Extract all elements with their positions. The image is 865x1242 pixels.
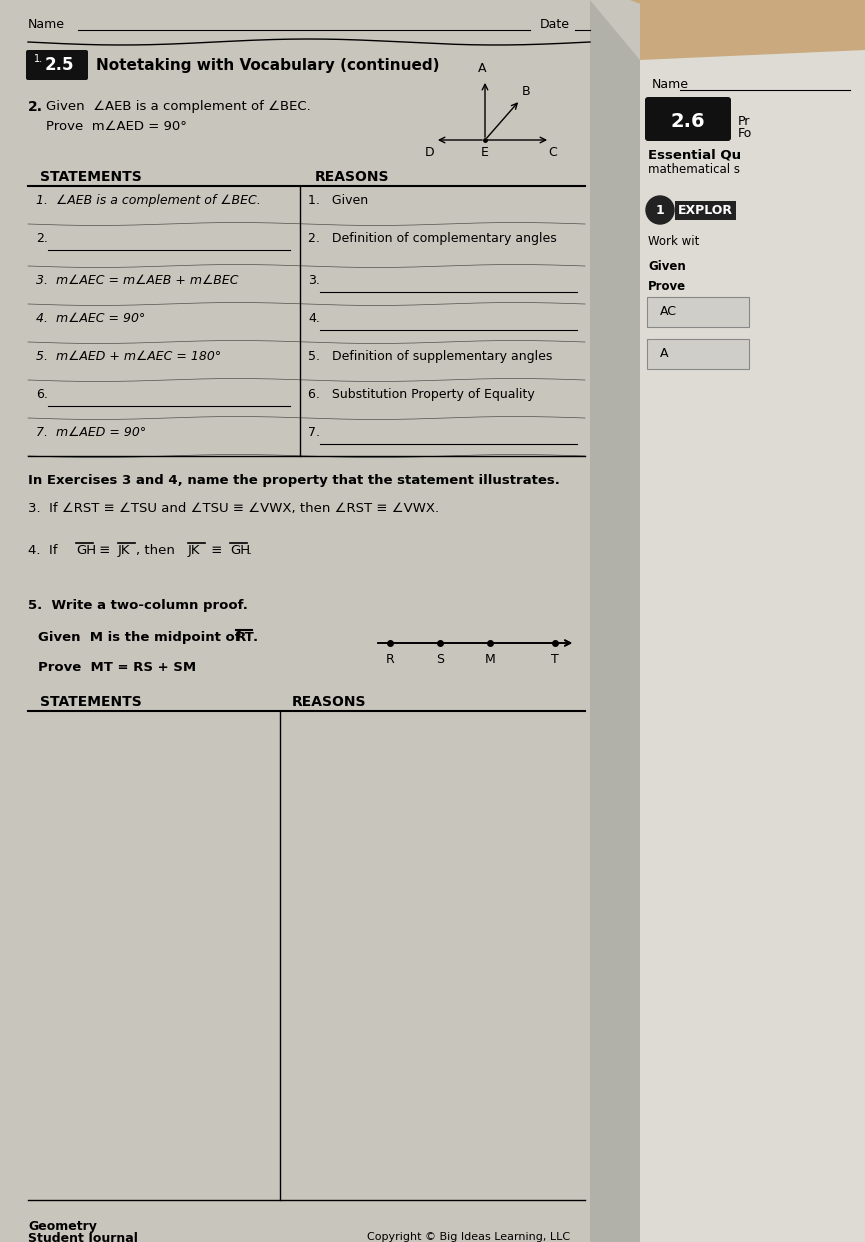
Text: 1.: 1. (34, 53, 43, 65)
Polygon shape (630, 0, 865, 89)
Text: mathematical s: mathematical s (648, 163, 740, 176)
Text: 6.   Substitution Property of Equality: 6. Substitution Property of Equality (308, 388, 535, 401)
Text: EXPLOR: EXPLOR (678, 204, 733, 217)
Text: Given  ∠AEB is a complement of ∠BEC.: Given ∠AEB is a complement of ∠BEC. (46, 101, 311, 113)
Polygon shape (640, 0, 865, 60)
Text: REASONS: REASONS (315, 170, 389, 184)
Text: 3.: 3. (308, 274, 320, 287)
Text: Date: Date (540, 17, 570, 31)
Text: JK: JK (118, 544, 131, 556)
Text: 3.  If ∠RST ≡ ∠TSU and ∠TSU ≡ ∠VWX, then ∠RST ≡ ∠VWX.: 3. If ∠RST ≡ ∠TSU and ∠TSU ≡ ∠VWX, then … (28, 502, 439, 515)
Text: 4.  If: 4. If (28, 544, 61, 556)
Text: 1.   Given: 1. Given (308, 194, 368, 207)
Text: Given  M is the midpoint of: Given M is the midpoint of (38, 631, 246, 645)
FancyBboxPatch shape (645, 97, 731, 142)
Text: 2.6: 2.6 (670, 112, 705, 130)
Text: ≡: ≡ (95, 544, 115, 556)
Text: D: D (426, 147, 435, 159)
Text: GH: GH (76, 544, 96, 556)
Text: Name: Name (28, 17, 65, 31)
Text: 4.: 4. (308, 312, 320, 325)
Text: 3.  m∠AEC = m∠AEB + m∠BEC: 3. m∠AEC = m∠AEB + m∠BEC (36, 274, 239, 287)
Text: , then: , then (136, 544, 179, 556)
Text: 2.: 2. (36, 232, 48, 245)
Polygon shape (640, 0, 865, 1242)
Text: B: B (522, 84, 530, 98)
Text: Prove  MT = RS + SM: Prove MT = RS + SM (38, 661, 196, 674)
Text: .: . (248, 544, 252, 556)
FancyBboxPatch shape (26, 50, 88, 79)
Text: 1: 1 (656, 204, 664, 216)
Text: .: . (253, 631, 258, 645)
Text: ≡: ≡ (207, 544, 227, 556)
Text: S: S (436, 653, 444, 666)
Text: JK: JK (188, 544, 201, 556)
Text: STATEMENTS: STATEMENTS (40, 696, 142, 709)
Text: A: A (477, 62, 486, 75)
Text: 4.  m∠AEC = 90°: 4. m∠AEC = 90° (36, 312, 145, 325)
Text: Notetaking with Vocabulary (continued): Notetaking with Vocabulary (continued) (96, 58, 439, 73)
Text: E: E (481, 147, 489, 159)
Text: M: M (484, 653, 496, 666)
Text: Essential Qu: Essential Qu (648, 148, 741, 161)
Text: Pr: Pr (738, 116, 750, 128)
Text: 5.  m∠AED + m∠AEC = 180°: 5. m∠AED + m∠AEC = 180° (36, 350, 221, 363)
Text: 5.   Definition of supplementary angles: 5. Definition of supplementary angles (308, 350, 553, 363)
Text: Given: Given (648, 260, 686, 273)
Text: Work wit: Work wit (648, 235, 700, 248)
Text: Name: Name (652, 78, 689, 91)
Text: Fo: Fo (738, 127, 753, 140)
Text: AC: AC (660, 306, 677, 318)
Text: Geometry: Geometry (28, 1220, 97, 1233)
Text: 5.  Write a two-column proof.: 5. Write a two-column proof. (28, 599, 248, 612)
Text: A: A (660, 347, 669, 360)
Text: GH: GH (230, 544, 250, 556)
Text: R: R (386, 653, 394, 666)
Text: 1.  ∠AEB is a complement of ∠BEC.: 1. ∠AEB is a complement of ∠BEC. (36, 194, 260, 207)
Text: T: T (551, 653, 559, 666)
Text: 7.  m∠AED = 90°: 7. m∠AED = 90° (36, 426, 146, 438)
Text: 2.5: 2.5 (45, 56, 74, 75)
Text: In Exercises 3 and 4, name the property that the statement illustrates.: In Exercises 3 and 4, name the property … (28, 474, 560, 487)
Text: STATEMENTS: STATEMENTS (40, 170, 142, 184)
Circle shape (646, 196, 674, 224)
Text: Prove: Prove (648, 279, 686, 293)
Text: C: C (548, 147, 557, 159)
Text: Student Journal: Student Journal (28, 1232, 138, 1242)
FancyBboxPatch shape (647, 297, 749, 327)
Text: RT: RT (236, 631, 255, 645)
Text: 7.: 7. (308, 426, 320, 438)
Text: 6.: 6. (36, 388, 48, 401)
FancyBboxPatch shape (647, 339, 749, 369)
Text: REASONS: REASONS (292, 696, 367, 709)
Polygon shape (590, 0, 640, 1242)
Text: 2.   Definition of complementary angles: 2. Definition of complementary angles (308, 232, 557, 245)
Text: Copyright © Big Ideas Learning, LLC: Copyright © Big Ideas Learning, LLC (367, 1232, 570, 1242)
Text: Prove  m∠AED = 90°: Prove m∠AED = 90° (46, 120, 187, 133)
Text: 2.: 2. (28, 101, 43, 114)
